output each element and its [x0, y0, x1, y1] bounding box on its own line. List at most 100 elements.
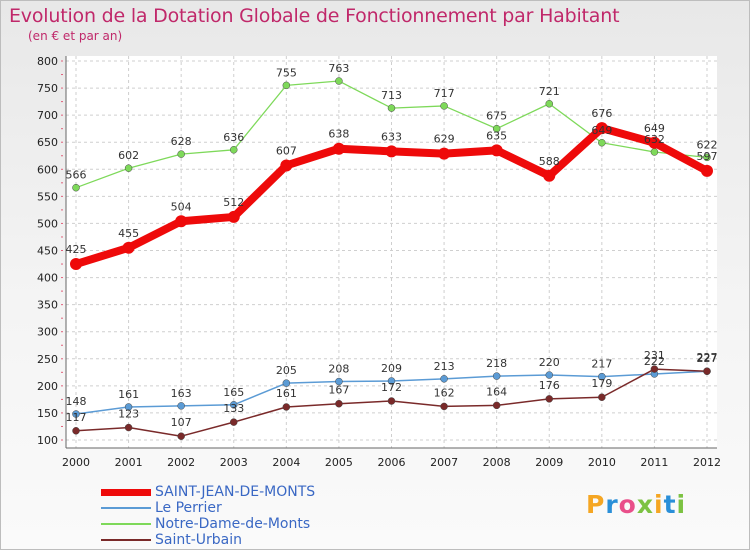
data-label-saint-jean-de-monts: 455	[118, 227, 139, 240]
logo-letter: x	[636, 490, 654, 519]
y-tick-label: 500	[37, 217, 58, 230]
data-label-saint-urbain: 176	[539, 379, 560, 392]
data-point-saint-jean-de-monts	[175, 215, 188, 228]
data-label-notre-dame-de-monts: 628	[171, 135, 192, 148]
data-point-saint-urbain	[177, 432, 185, 440]
data-point-saint-jean-de-monts	[701, 164, 713, 177]
x-tick-label: 2012	[693, 456, 721, 469]
data-point-saint-urbain	[650, 365, 659, 373]
data-point-saint-urbain	[492, 401, 501, 410]
data-label-notre-dame-de-monts: 622	[697, 138, 718, 151]
data-label-le-perrier: 218	[486, 357, 507, 370]
y-tick-label: 450	[37, 245, 58, 258]
data-label-notre-dame-de-monts: 566	[66, 169, 87, 182]
y-tick-label: 750	[37, 82, 58, 95]
data-label-saint-jean-de-monts: 633	[381, 130, 402, 143]
chart-title: Evolution de la Dotation Globale de Fonc…	[9, 5, 620, 27]
data-label-saint-urbain: 161	[276, 387, 297, 400]
data-label-notre-dame-de-monts: 717	[434, 87, 455, 100]
data-label-saint-urbain: 179	[591, 377, 612, 390]
y-tick-label: 550	[37, 190, 58, 203]
data-point-le-perrier	[545, 371, 553, 379]
data-label-saint-jean-de-monts: 607	[276, 144, 297, 157]
logo-letter: i	[654, 490, 664, 519]
logo-letter: o	[618, 490, 637, 519]
data-point-notre-dame-de-monts	[598, 139, 606, 147]
data-label-saint-urbain: 164	[486, 385, 507, 398]
data-label-saint-urbain: 133	[223, 402, 244, 415]
data-label-saint-urbain: 123	[118, 408, 139, 421]
data-label-saint-jean-de-monts: 504	[171, 200, 192, 213]
legend-swatch-le-perrier	[101, 507, 151, 509]
logo-letter: i	[676, 490, 687, 519]
data-label-saint-urbain: 117	[66, 411, 87, 424]
data-point-saint-urbain	[598, 393, 606, 401]
data-point-saint-jean-de-monts	[280, 159, 293, 172]
y-tick-label: 300	[37, 326, 58, 339]
data-point-notre-dame-de-monts	[440, 102, 448, 110]
y-tick-label: 400	[37, 272, 58, 285]
legend-label: Le Perrier	[155, 500, 222, 516]
y-tick-label: 600	[37, 163, 58, 176]
data-label-notre-dame-de-monts: 763	[328, 62, 349, 75]
data-point-saint-jean-de-monts	[70, 258, 82, 271]
data-point-saint-jean-de-monts	[438, 147, 451, 160]
chart-subtitle: (en € et par an)	[28, 29, 123, 43]
y-tick-label: 350	[37, 299, 58, 312]
data-point-saint-urbain	[387, 397, 396, 405]
data-label-le-perrier: 220	[539, 356, 560, 369]
data-label-notre-dame-de-monts: 713	[381, 89, 402, 102]
data-point-notre-dame-de-monts	[282, 81, 291, 90]
y-tick-label: 250	[37, 353, 58, 366]
legend-swatch-saint-jean-de-monts	[101, 489, 151, 496]
x-tick-label: 2011	[640, 456, 668, 469]
data-label-le-perrier: 227	[697, 352, 718, 365]
legend-swatch-saint-urbain	[101, 539, 151, 541]
data-label-le-perrier: 161	[118, 388, 139, 401]
data-label-notre-dame-de-monts: 755	[276, 66, 297, 79]
y-tick-label: 800	[37, 55, 58, 68]
data-point-le-perrier	[335, 377, 343, 386]
data-label-saint-jean-de-monts: 638	[328, 128, 349, 141]
x-tick-label: 2010	[588, 456, 616, 469]
y-tick-label: 700	[37, 109, 58, 122]
data-point-notre-dame-de-monts	[177, 150, 185, 158]
data-label-saint-urbain: 231	[644, 349, 665, 362]
data-point-notre-dame-de-monts	[492, 124, 501, 133]
data-label-saint-jean-de-monts: 635	[486, 129, 507, 142]
data-point-notre-dame-de-monts	[650, 148, 659, 156]
data-point-le-perrier	[440, 375, 448, 383]
data-point-le-perrier	[124, 403, 133, 411]
data-point-saint-urbain	[124, 423, 133, 432]
data-label-saint-urbain: 167	[328, 384, 349, 397]
x-tick-label: 2006	[378, 456, 406, 469]
data-point-saint-jean-de-monts	[490, 144, 503, 157]
logo-letter: r	[605, 490, 619, 519]
data-point-le-perrier	[177, 402, 185, 410]
legend-label: Saint-Urbain	[155, 532, 243, 548]
data-point-le-perrier	[230, 401, 238, 409]
data-label-saint-jean-de-monts: 649	[644, 122, 665, 135]
data-point-saint-jean-de-monts	[332, 142, 345, 155]
x-tick-label: 2000	[62, 456, 90, 469]
logo-letter: t	[663, 490, 677, 519]
y-tick-label: 200	[37, 380, 58, 393]
x-tick-label: 2002	[167, 456, 195, 469]
data-point-le-perrier	[282, 379, 291, 387]
data-label-notre-dame-de-monts: 632	[644, 133, 665, 146]
data-point-notre-dame-de-monts	[545, 100, 553, 108]
data-point-le-perrier	[598, 372, 606, 381]
data-point-saint-jean-de-monts	[385, 145, 398, 158]
data-label-notre-dame-de-monts: 675	[486, 110, 507, 123]
data-label-notre-dame-de-monts: 636	[223, 131, 244, 144]
data-point-saint-urbain	[440, 402, 448, 411]
data-point-saint-urbain	[230, 418, 238, 426]
data-point-saint-urbain	[335, 399, 343, 408]
data-point-saint-jean-de-monts	[227, 210, 240, 223]
data-label-le-perrier: 222	[644, 355, 665, 368]
data-label-saint-jean-de-monts: 629	[434, 133, 455, 146]
y-tick-label: 150	[37, 407, 58, 420]
data-label-saint-urbain: 107	[171, 416, 192, 429]
legend-label: SAINT-JEAN-DE-MONTS	[155, 484, 316, 500]
